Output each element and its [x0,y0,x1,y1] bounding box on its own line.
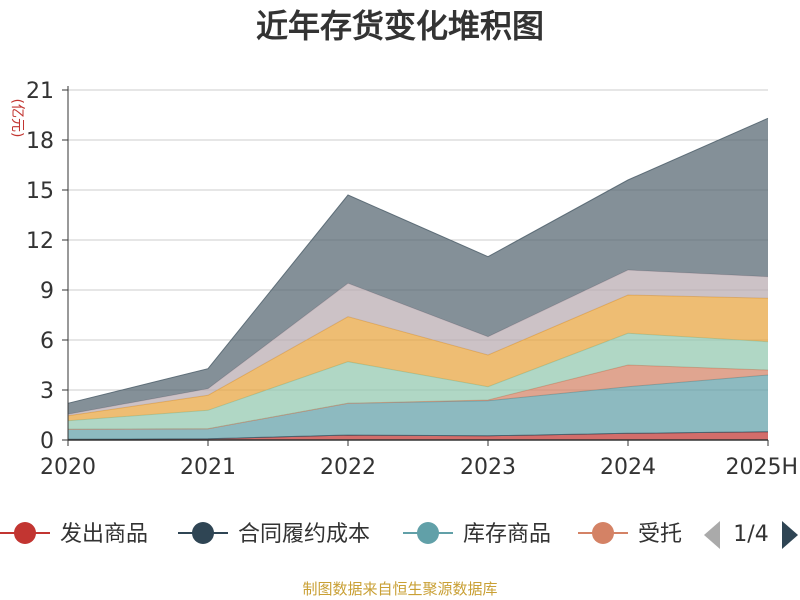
area-edge-7 [67,117,769,404]
legend-item[interactable]: 发出商品 [0,522,148,547]
x-tick-label: 2021 [180,455,236,480]
legend-marker [417,522,439,544]
area-series-2 [68,375,768,440]
legend-label: 受托 [638,522,682,547]
area-series-5 [68,295,768,421]
x-tick-label: 2024 [600,455,656,480]
x-tick-label: 2022 [320,455,376,480]
legend-label: 合同履约成本 [238,522,370,547]
legend-marker [14,522,36,544]
area-series-3 [68,365,768,430]
y-tick-label: 21 [26,79,54,104]
area-series-6 [68,270,768,416]
x-tick-label: 2020 [40,455,96,480]
y-tick-label: 18 [26,129,54,154]
chart-title: 近年存货变化堆积图 [255,7,544,45]
x-tick-label: 2023 [460,455,516,480]
legend-item[interactable]: 库存商品 [403,522,551,547]
area-layer [67,117,769,440]
legend-label: 发出商品 [60,522,148,547]
y-axis-label: (亿元) [9,99,25,138]
legend-marker [192,522,214,544]
x-tick-label: 2025H [725,455,798,480]
legend-next-page-icon[interactable] [782,521,798,549]
area-series-7 [68,118,768,415]
legend-marker [592,522,614,544]
legend-item[interactable]: 受托 [578,522,682,547]
y-tick-label: 9 [40,279,54,304]
axis-layer: 0 3 6 9 12 15 18 21 2020 2021 2022 2023 2024 2025H [26,79,798,480]
legend-label: 库存商品 [463,522,551,547]
source-note: 制图数据来自恒生聚源数据库 [302,580,498,598]
legend: 发出商品 合同履约成本 库存商品 受托 1/4 [0,512,800,556]
y-tick-label: 12 [26,229,54,254]
area-series-4 [68,333,768,430]
y-tick-label: 6 [40,329,54,354]
y-tick-label: 3 [40,379,54,404]
legend-prev-page-icon[interactable] [704,521,720,549]
legend-page-indicator: 1/4 [733,522,768,547]
y-tick-label: 15 [26,179,54,204]
legend-item[interactable]: 合同履约成本 [178,522,370,547]
y-tick-label: 0 [40,429,54,454]
